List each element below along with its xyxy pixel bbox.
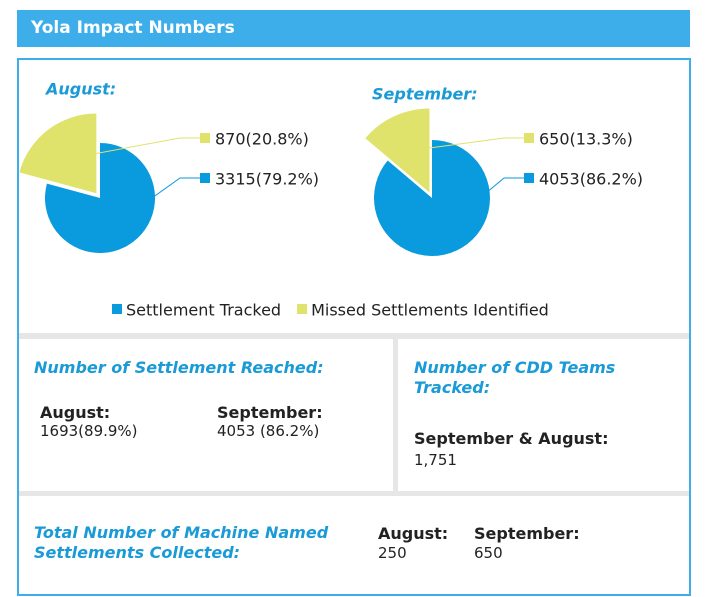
leader-line (69, 137, 200, 159)
chart-title: September: (372, 85, 478, 104)
divider (19, 333, 689, 339)
stat-label: September: (217, 403, 323, 422)
legend-label: Settlement Tracked (126, 301, 281, 320)
pie-slice (19, 113, 97, 194)
pie-slice (45, 143, 155, 253)
divider (19, 491, 689, 496)
stat-value: 1,751 (414, 451, 457, 469)
leader-line (409, 137, 524, 152)
data-label: 4053(86.2%) (539, 170, 643, 189)
section-title: Number of CDD Teams Tracked: (414, 358, 616, 397)
data-label: 650(13.3%) (539, 130, 633, 149)
label-swatch (200, 173, 210, 183)
data-label: 870(20.8%) (215, 130, 309, 149)
leader-line (118, 177, 200, 223)
divider (393, 339, 398, 491)
label-swatch (200, 133, 210, 143)
leader-line (445, 177, 524, 228)
stat-value: 1693(89.9%) (40, 422, 138, 440)
pie-slice (365, 108, 430, 193)
section-title: Total Number of Machine Named Settlement… (34, 523, 329, 562)
stat-value: 4053 (86.2%) (217, 422, 320, 440)
stat-label: September: (474, 524, 580, 543)
data-label: 3315(79.2%) (215, 170, 319, 189)
pie-slice (374, 140, 491, 256)
label-swatch (524, 173, 534, 183)
label-swatch (524, 133, 534, 143)
stat-label: August: (378, 524, 449, 543)
stat-label: September & August: (414, 429, 609, 448)
header: Yola Impact Numbers (17, 10, 690, 47)
chart-title: August: (44, 80, 116, 99)
section-title: Number of Settlement Reached: (34, 358, 324, 377)
stat-label: August: (40, 403, 111, 422)
legend-swatch (297, 304, 308, 314)
stat-value: 250 (378, 544, 407, 562)
panel (17, 58, 691, 596)
charts: August: 3315(79.2%) 870(20.8%) Settlement T… (19, 80, 643, 320)
stat-value: 650 (474, 544, 503, 562)
legend-swatch (112, 304, 122, 314)
legend-label: Missed Settlements Identified (311, 301, 549, 320)
